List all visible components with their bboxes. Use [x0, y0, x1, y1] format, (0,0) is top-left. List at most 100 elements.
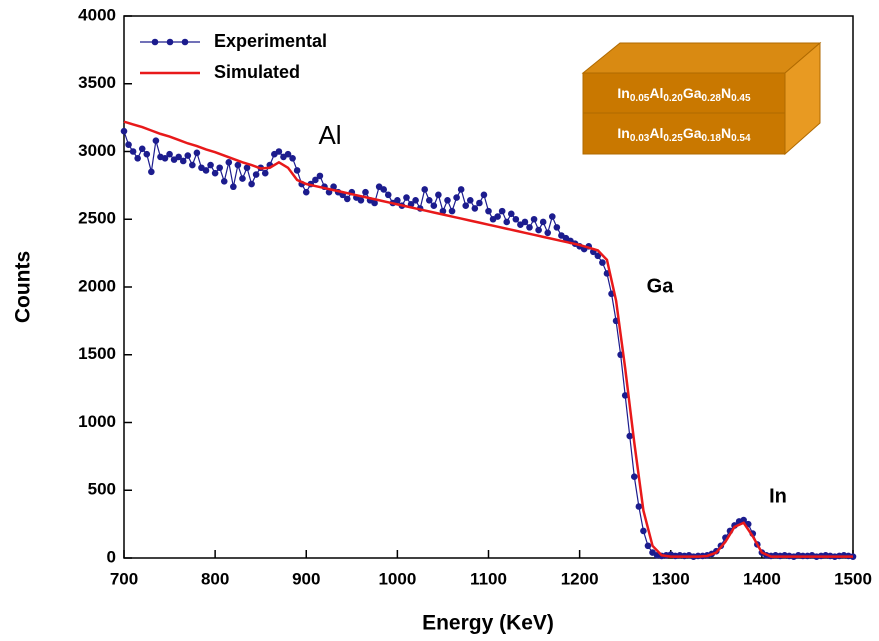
data-point [275, 148, 283, 155]
data-point [403, 194, 410, 201]
data-point [230, 183, 237, 191]
data-point [457, 186, 465, 193]
fraction: 0.45 [731, 93, 751, 104]
series-line [123, 130, 854, 558]
y-tick-label: 1500 [78, 344, 116, 363]
element: Ga [683, 85, 702, 101]
legend-label: Simulated [214, 62, 300, 82]
data-point [193, 149, 201, 157]
data-point [626, 432, 634, 440]
data-point [380, 186, 388, 193]
data-point [289, 154, 296, 162]
data-point [161, 154, 169, 162]
data-point [539, 218, 547, 226]
element: Al [649, 85, 663, 101]
data-point [535, 226, 542, 234]
data-point [435, 191, 442, 199]
layer-box [581, 41, 822, 156]
legend-marker [181, 38, 189, 46]
data-point [302, 188, 310, 196]
x-tick-label: 1100 [470, 569, 507, 588]
data-point [453, 194, 460, 201]
element: N [721, 125, 731, 141]
data-point [599, 259, 606, 266]
fraction: 0.05 [630, 93, 650, 104]
data-point [371, 199, 378, 207]
series-line [123, 120, 853, 558]
data-point [466, 196, 474, 204]
data-point [248, 180, 255, 188]
data-point [312, 176, 319, 184]
data-point [284, 150, 292, 158]
data-point [138, 145, 146, 153]
x-tick-label: 1000 [378, 569, 416, 588]
y-tick-label: 2500 [78, 209, 116, 228]
x-tick-label: 1300 [652, 569, 690, 588]
data-point [220, 178, 228, 185]
data-point [498, 207, 506, 215]
fraction: 0.25 [663, 133, 683, 144]
data-point [485, 207, 492, 215]
data-point [330, 183, 337, 191]
y-axis-title: Counts [12, 251, 35, 323]
data-point [120, 127, 128, 135]
fraction: 0.18 [702, 133, 722, 144]
data-point [129, 148, 137, 155]
y-tick-label: 500 [88, 480, 116, 499]
data-point [412, 196, 419, 204]
y-tick-label: 1000 [78, 412, 116, 431]
data-point [316, 172, 324, 180]
data-point [189, 161, 196, 169]
data-point [148, 168, 155, 176]
element: Al [649, 125, 663, 141]
data-point [512, 215, 520, 223]
fraction: 0.03 [630, 133, 650, 144]
box-layer [582, 112, 786, 155]
data-point [143, 150, 151, 158]
data-point [357, 196, 365, 204]
data-point [544, 229, 552, 237]
data-point [343, 195, 351, 203]
y-tick-label: 2000 [78, 276, 116, 295]
data-point [202, 167, 210, 174]
y-tick-label: 3000 [78, 141, 116, 160]
data-point [166, 150, 173, 158]
x-tick-label: 1200 [561, 569, 599, 588]
data-point [548, 213, 556, 220]
x-tick-label: 700 [110, 569, 138, 588]
data-point [494, 213, 501, 220]
data-point [644, 542, 652, 550]
data-point [462, 202, 470, 209]
data-point [553, 224, 561, 231]
data-point [480, 191, 488, 199]
x-axis-title: Energy (KeV) [422, 612, 554, 635]
data-point [243, 164, 251, 172]
fraction: 0.20 [663, 93, 683, 104]
box-top [581, 42, 822, 74]
data-point [216, 164, 223, 172]
data-point [394, 196, 401, 204]
layer-label: In0.05Al0.20Ga0.28N0.45 [617, 85, 751, 104]
x-tick-label: 800 [201, 569, 229, 588]
element: N [721, 85, 731, 101]
data-point [134, 154, 141, 162]
data-point [503, 218, 511, 226]
data-point [640, 527, 647, 535]
data-point [421, 186, 429, 193]
data-point [175, 153, 182, 161]
element: In [617, 125, 629, 141]
box-layer [582, 72, 786, 114]
data-point [635, 503, 643, 510]
data-point [261, 169, 269, 177]
data-point [631, 473, 638, 481]
data-point [293, 167, 301, 174]
annotation: Ga [647, 275, 675, 297]
fraction: 0.28 [702, 93, 722, 104]
element: In [617, 85, 629, 101]
data-point [184, 152, 192, 159]
y-tick-label: 0 [107, 547, 116, 566]
element: Ga [683, 125, 702, 141]
annotation: In [769, 485, 787, 507]
data-point [234, 161, 242, 169]
data-point [225, 159, 233, 166]
